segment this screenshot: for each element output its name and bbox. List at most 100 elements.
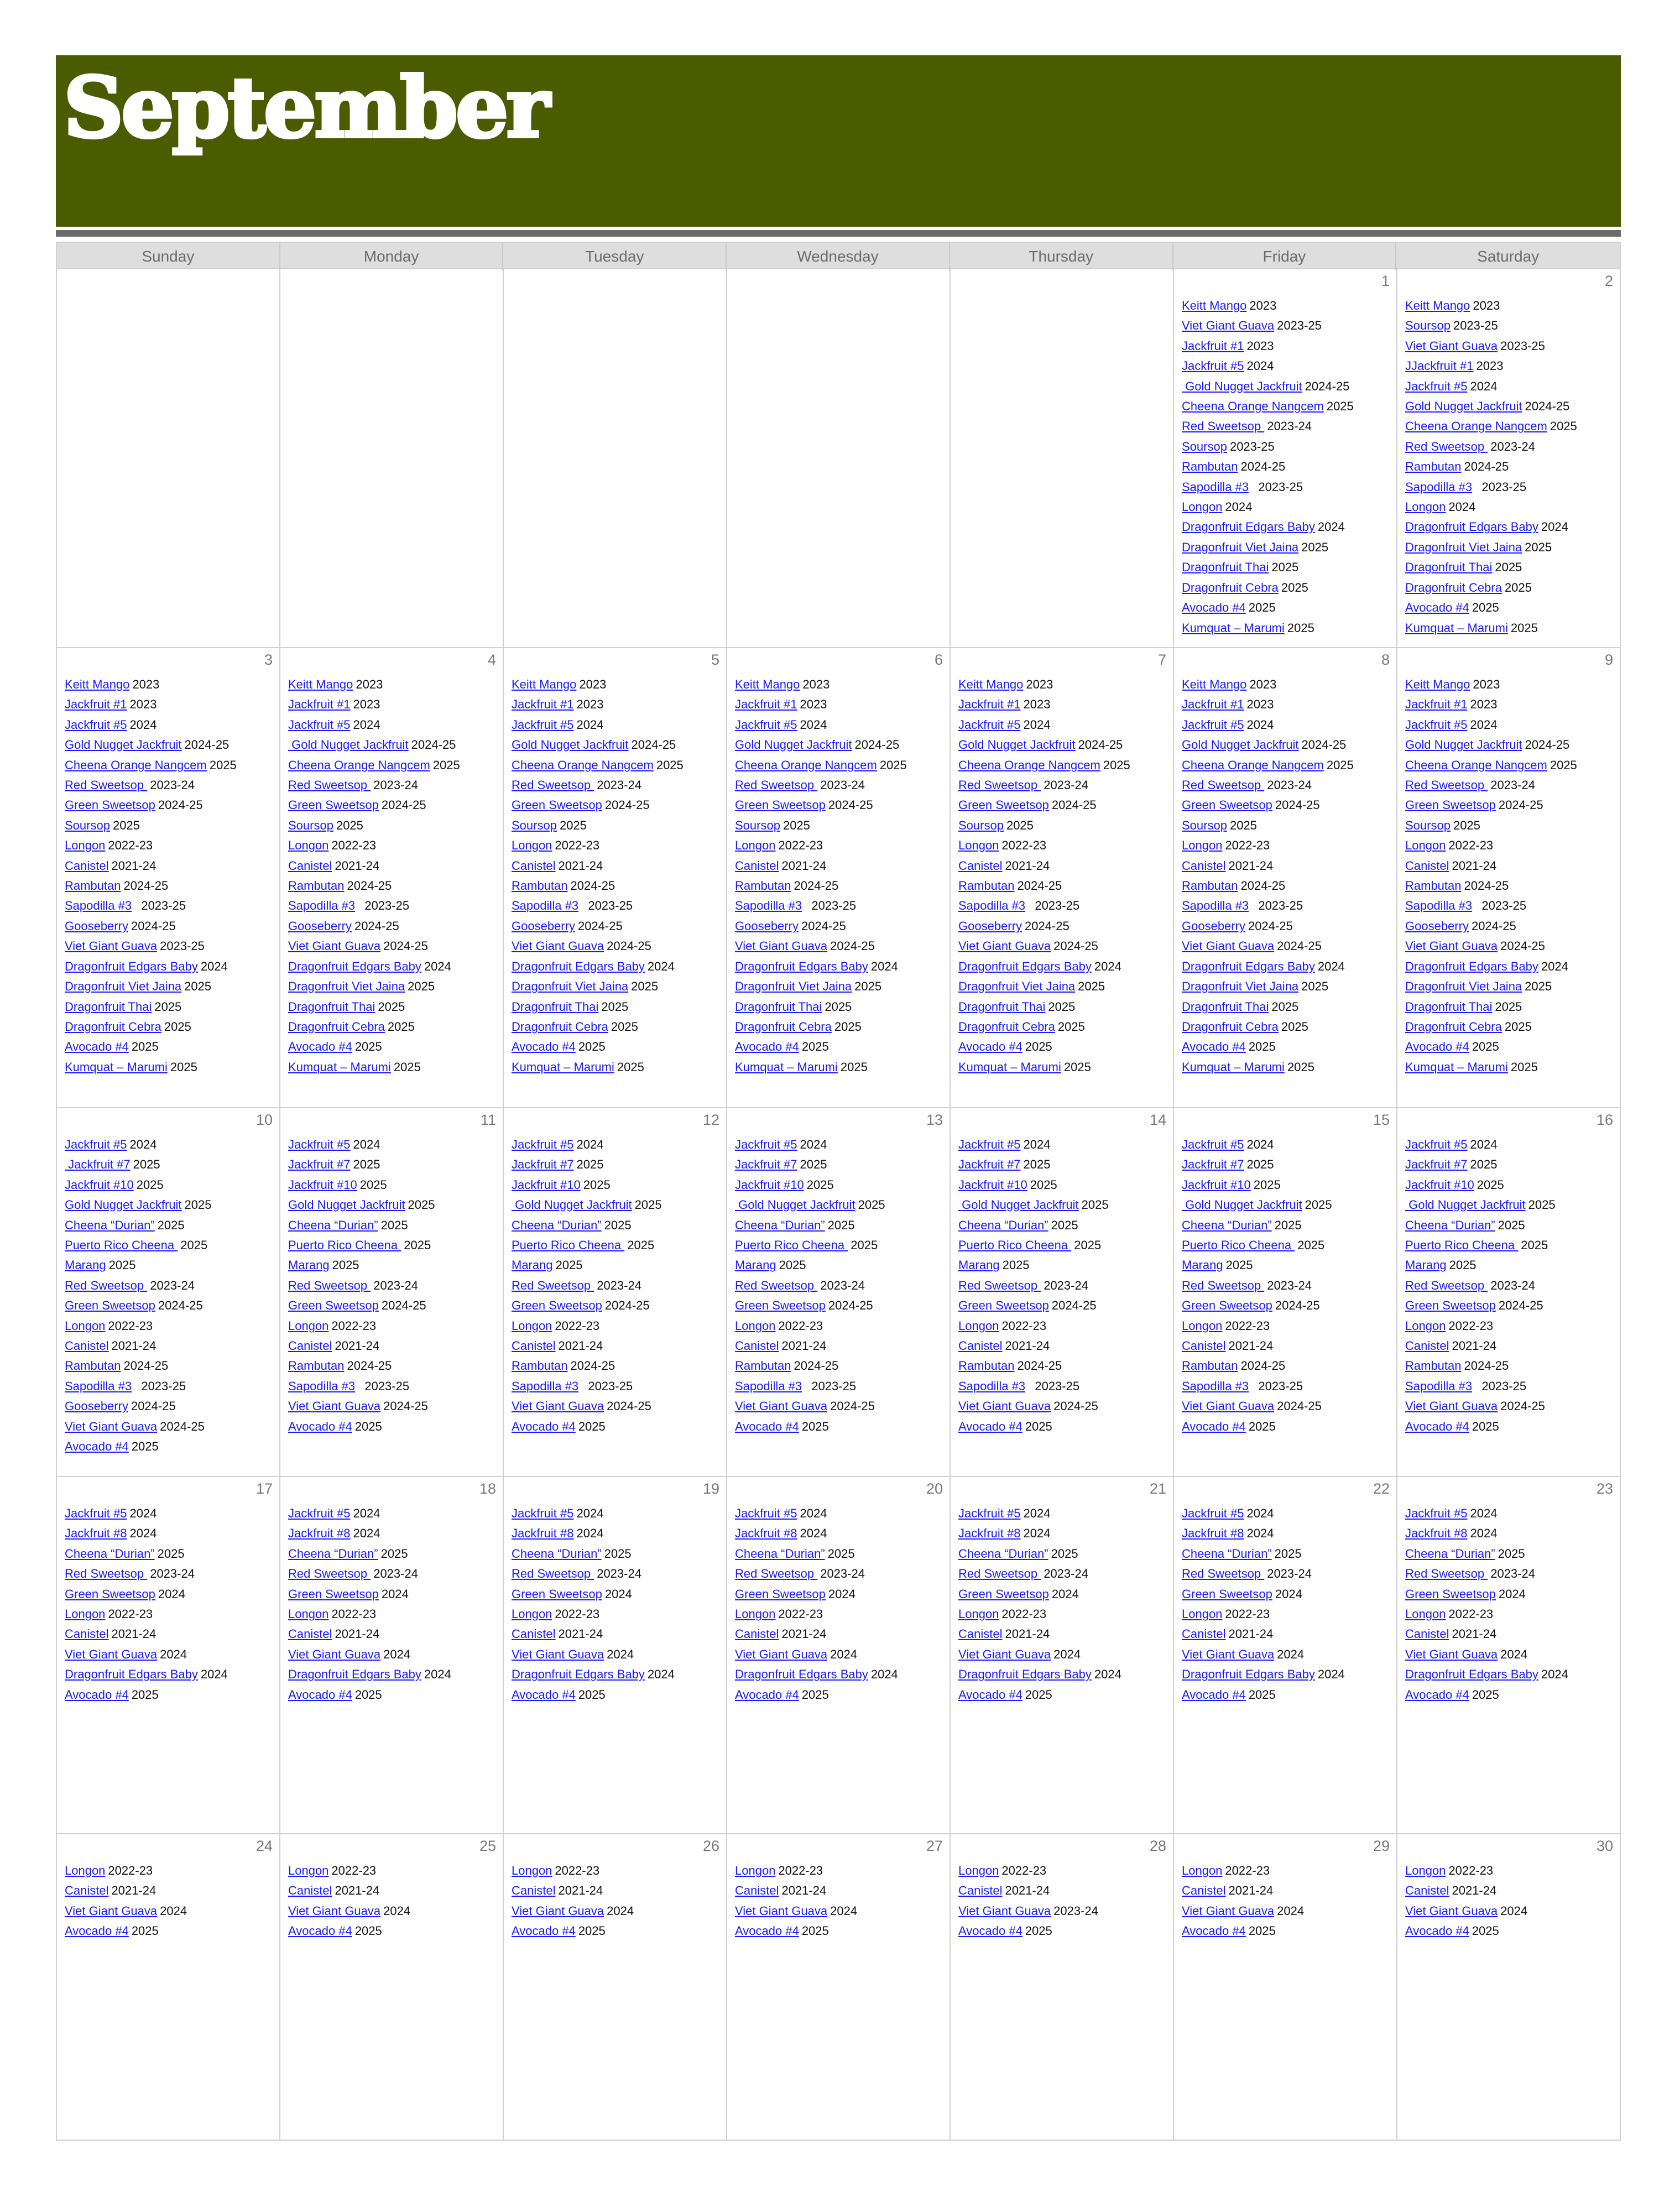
fruit-link[interactable]: Gold Nugget Jackfruit bbox=[735, 738, 852, 752]
fruit-link[interactable]: Red Sweetsop bbox=[1405, 439, 1488, 453]
fruit-link[interactable]: Sapodilla #3 bbox=[1405, 1379, 1473, 1393]
fruit-link[interactable]: Longon bbox=[958, 1318, 999, 1333]
fruit-link[interactable]: Dragonfruit Viet Jaina bbox=[65, 979, 182, 994]
fruit-link[interactable]: Cheena “Durian” bbox=[65, 1546, 155, 1561]
fruit-link[interactable]: Green Sweetsop bbox=[288, 1298, 379, 1313]
fruit-link[interactable]: Gold Nugget Jackfruit bbox=[512, 1198, 632, 1212]
fruit-link[interactable]: Jackfruit #5 bbox=[1405, 1138, 1468, 1151]
fruit-link[interactable]: Kumquat – Marumi bbox=[1405, 620, 1508, 635]
fruit-link[interactable]: Sapodilla #3 bbox=[288, 1379, 356, 1393]
fruit-link[interactable]: Soursop bbox=[288, 818, 333, 832]
fruit-link[interactable]: Rambutan bbox=[512, 1359, 568, 1373]
fruit-link[interactable]: Canistel bbox=[735, 1884, 779, 1898]
fruit-link[interactable]: Viet Giant Guava bbox=[65, 1647, 158, 1661]
fruit-link[interactable]: Cheena Orange Nangcem bbox=[735, 758, 877, 772]
fruit-link[interactable]: Cheena “Durian” bbox=[288, 1546, 378, 1561]
fruit-link[interactable]: Gold Nugget Jackfruit bbox=[1182, 738, 1299, 752]
fruit-link[interactable]: Longon bbox=[288, 838, 329, 853]
fruit-link[interactable]: Viet Giant Guava bbox=[65, 1903, 158, 1918]
fruit-link[interactable]: Longon bbox=[1405, 1864, 1446, 1877]
fruit-link[interactable]: Jackfruit #10 bbox=[65, 1177, 134, 1192]
fruit-link[interactable]: Jackfruit #5 bbox=[735, 717, 797, 732]
fruit-link[interactable]: Dragonfruit Edgars Baby bbox=[288, 959, 421, 973]
fruit-link[interactable]: Dragonfruit Viet Jaina bbox=[1405, 979, 1522, 994]
fruit-link[interactable]: Green Sweetsop bbox=[735, 798, 826, 812]
fruit-link[interactable]: Avocado #4 bbox=[512, 1419, 576, 1433]
fruit-link[interactable]: Dragonfruit Cebra bbox=[1405, 1019, 1502, 1034]
fruit-link[interactable]: Longon bbox=[1182, 1318, 1223, 1333]
fruit-link[interactable]: Sapodilla #3 bbox=[1405, 899, 1473, 913]
fruit-link[interactable]: Red Sweetsop bbox=[65, 1278, 148, 1292]
fruit-link[interactable]: Longon bbox=[65, 1607, 106, 1621]
fruit-link[interactable]: Cheena “Durian” bbox=[512, 1546, 602, 1561]
fruit-link[interactable]: Gold Nugget Jackfruit bbox=[1182, 1198, 1302, 1212]
fruit-link[interactable]: Avocado #4 bbox=[735, 1924, 799, 1938]
fruit-link[interactable]: Jackfruit #10 bbox=[1405, 1177, 1474, 1192]
fruit-link[interactable]: Gooseberry bbox=[735, 919, 799, 933]
fruit-link[interactable]: Cheena “Durian” bbox=[735, 1546, 825, 1561]
fruit-link[interactable]: Longon bbox=[958, 1864, 999, 1877]
fruit-link[interactable]: Red Sweetsop bbox=[958, 1567, 1041, 1581]
fruit-link[interactable]: Jackfruit #1 bbox=[1182, 697, 1244, 712]
fruit-link[interactable]: Sapodilla #3 bbox=[1182, 479, 1249, 494]
fruit-link[interactable]: Canistel bbox=[1405, 1627, 1449, 1641]
fruit-link[interactable]: Dragonfruit Edgars Baby bbox=[1405, 1667, 1538, 1682]
fruit-link[interactable]: Gooseberry bbox=[512, 919, 575, 933]
fruit-link[interactable]: Puerto Rico Cheena bbox=[512, 1238, 625, 1253]
fruit-link[interactable]: Dragonfruit Edgars Baby bbox=[288, 1667, 421, 1682]
fruit-link[interactable]: Jackfruit #1 bbox=[958, 697, 1021, 712]
fruit-link[interactable]: Longon bbox=[1405, 500, 1446, 514]
fruit-link[interactable]: Red Sweetsop bbox=[65, 1567, 148, 1581]
fruit-link[interactable]: Rambutan bbox=[958, 879, 1015, 893]
fruit-link[interactable]: Kumquat – Marumi bbox=[1405, 1060, 1508, 1074]
fruit-link[interactable]: Red Sweetsop bbox=[288, 1567, 371, 1581]
fruit-link[interactable]: Dragonfruit Viet Jaina bbox=[958, 979, 1076, 994]
fruit-link[interactable]: Rambutan bbox=[1405, 1359, 1462, 1373]
fruit-link[interactable]: Dragonfruit Thai bbox=[65, 999, 152, 1014]
fruit-link[interactable]: Canistel bbox=[1405, 1884, 1449, 1898]
fruit-link[interactable]: Canistel bbox=[958, 1339, 1003, 1353]
fruit-link[interactable]: Avocado #4 bbox=[958, 1040, 1022, 1054]
fruit-link[interactable]: Avocado #4 bbox=[512, 1040, 576, 1054]
fruit-link[interactable]: Rambutan bbox=[512, 879, 568, 893]
fruit-link[interactable]: Longon bbox=[735, 1607, 776, 1621]
fruit-link[interactable]: Dragonfruit Edgars Baby bbox=[958, 959, 1092, 973]
fruit-link[interactable]: Green Sweetsop bbox=[65, 1587, 155, 1601]
fruit-link[interactable]: Jackfruit #5 bbox=[65, 1506, 127, 1520]
fruit-link[interactable]: Sapodilla #3 bbox=[958, 899, 1026, 913]
fruit-link[interactable]: Green Sweetsop bbox=[1182, 1298, 1272, 1313]
fruit-link[interactable]: Viet Giant Guava bbox=[1182, 319, 1275, 333]
fruit-link[interactable]: Longon bbox=[288, 1607, 329, 1621]
fruit-link[interactable]: Dragonfruit Edgars Baby bbox=[65, 1667, 198, 1682]
fruit-link[interactable]: Gooseberry bbox=[288, 919, 352, 933]
fruit-link[interactable]: Rambutan bbox=[1182, 460, 1238, 474]
fruit-link[interactable]: Green Sweetsop bbox=[735, 1587, 826, 1601]
fruit-link[interactable]: Canistel bbox=[1405, 858, 1449, 873]
fruit-link[interactable]: Dragonfruit Viet Jaina bbox=[512, 979, 629, 994]
fruit-link[interactable]: Jackfruit #5 bbox=[1405, 379, 1468, 393]
fruit-link[interactable]: Viet Giant Guava bbox=[735, 939, 828, 953]
fruit-link[interactable]: Green Sweetsop bbox=[512, 1298, 602, 1313]
fruit-link[interactable]: Red Sweetsop bbox=[512, 1567, 594, 1581]
fruit-link[interactable]: Green Sweetsop bbox=[735, 1298, 826, 1313]
fruit-link[interactable]: Dragonfruit Cebra bbox=[958, 1019, 1055, 1034]
fruit-link[interactable]: Jackfruit #10 bbox=[958, 1177, 1027, 1192]
fruit-link[interactable]: Red Sweetsop bbox=[735, 1567, 818, 1581]
fruit-link[interactable]: Canistel bbox=[958, 1627, 1003, 1641]
fruit-link[interactable]: Red Sweetsop bbox=[1405, 778, 1488, 792]
fruit-link[interactable]: Cheena “Durian” bbox=[288, 1218, 378, 1232]
fruit-link[interactable]: Dragonfruit Viet Jaina bbox=[735, 979, 852, 994]
fruit-link[interactable]: Jackfruit #7 bbox=[958, 1157, 1021, 1172]
fruit-link[interactable]: Dragonfruit Edgars Baby bbox=[512, 959, 645, 973]
fruit-link[interactable]: Avocado #4 bbox=[1182, 1419, 1246, 1433]
fruit-link[interactable]: Viet Giant Guava bbox=[288, 1903, 381, 1918]
fruit-link[interactable]: Rambutan bbox=[735, 1359, 791, 1373]
fruit-link[interactable]: Dragonfruit Thai bbox=[1405, 999, 1493, 1014]
fruit-link[interactable]: Viet Giant Guava bbox=[1182, 1903, 1275, 1918]
fruit-link[interactable]: Sapodilla #3 bbox=[1182, 1379, 1249, 1393]
fruit-link[interactable]: Jackfruit #5 bbox=[1182, 1506, 1244, 1520]
fruit-link[interactable]: Canistel bbox=[65, 1627, 109, 1641]
fruit-link[interactable]: Viet Giant Guava bbox=[958, 939, 1051, 953]
fruit-link[interactable]: Dragonfruit Edgars Baby bbox=[65, 959, 198, 973]
fruit-link[interactable]: Green Sweetsop bbox=[512, 1587, 602, 1601]
